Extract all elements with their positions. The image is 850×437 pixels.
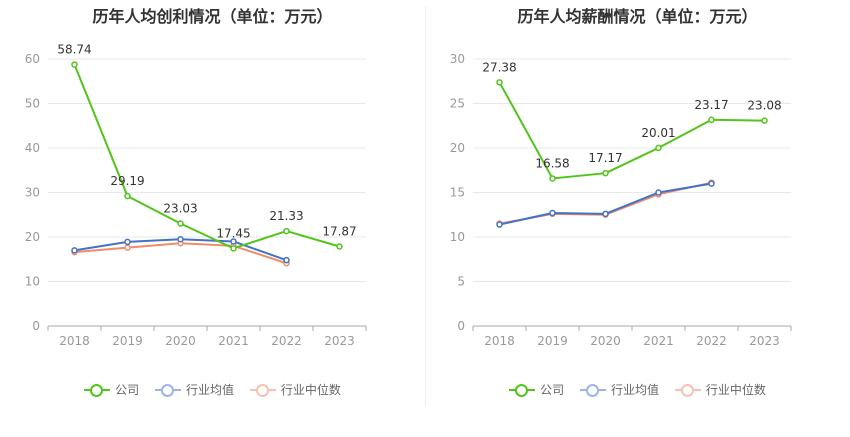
data-point-industry-avg (71, 247, 78, 254)
legend-marker-industry-median (249, 383, 276, 397)
data-point-industry-avg (230, 238, 237, 245)
data-label: 23.03 (163, 202, 197, 216)
legend-item-industry-avg[interactable]: 行业均值 (154, 381, 234, 398)
series-line-company (73, 64, 340, 250)
salary-chart-panel: 历年人均薪酬情况（单位：万元） 0 5 10 15 20 25 30 2018 2019 2020… (425, 0, 850, 437)
legend-label-industry-avg: 行业均值 (610, 383, 659, 397)
legend-item-company[interactable]: 公司 (509, 381, 564, 398)
data-point-company (761, 117, 768, 124)
y-tick-label: 30 (25, 186, 40, 200)
data-label: 21.33 (269, 209, 303, 223)
legend-marker-company (509, 383, 536, 397)
chart-legend: 公司 行业均值 行业中位数 (425, 381, 850, 400)
data-point-company (124, 192, 131, 200)
y-tick-label: 20 (25, 230, 40, 244)
data-point-company (230, 245, 237, 252)
data-point-company (496, 79, 503, 86)
y-tick-label: 0 (457, 319, 465, 333)
data-point-company (549, 175, 556, 182)
profit-chart-panel: 历年人均创利情况（单位：万元） 0 10 20 30 40 50 60 2018 2019 202… (0, 7, 425, 400)
data-label: 16.58 (535, 156, 569, 170)
x-tick-label: 2019 (537, 334, 568, 348)
data-point-company (602, 169, 609, 177)
x-tick-label: 2018 (59, 334, 90, 348)
x-tick-label: 2018 (484, 334, 515, 348)
legend-label-company: 公司 (540, 383, 565, 397)
data-point-company (655, 144, 662, 152)
legend-marker-industry-median (674, 383, 701, 397)
data-point-company (336, 243, 343, 250)
panel-divider (425, 6, 426, 406)
data-point-industry-median (124, 244, 131, 251)
profit-line-chart: 0 10 20 30 40 50 60 2018 2019 2020 2021 2022 2023 58.… (25, 43, 367, 348)
chart-title: 历年人均创利情况（单位：万元） (92, 7, 333, 26)
legend-item-company[interactable]: 公司 (84, 381, 139, 398)
data-point-industry-avg (283, 256, 290, 264)
data-point-industry-avg (655, 189, 662, 196)
x-tick-label: 2023 (749, 334, 780, 348)
y-tick-label: 40 (25, 141, 40, 155)
y-tick-label: 10 (25, 275, 40, 289)
data-point-company (283, 227, 290, 235)
x-tick-label: 2019 (112, 334, 143, 348)
legend-item-industry-median[interactable]: 行业中位数 (674, 381, 766, 398)
chart-title: 历年人均薪酬情况（单位：万元） (517, 7, 758, 26)
legend-label-industry-median: 行业中位数 (280, 383, 341, 397)
x-tick-label: 2021 (643, 334, 674, 348)
data-label: 17.87 (322, 224, 356, 238)
legend-marker-industry-avg (154, 383, 181, 397)
y-tick-label: 30 (450, 52, 465, 66)
y-tick-label: 15 (450, 186, 465, 200)
data-point-company (71, 61, 78, 68)
data-label: 27.38 (482, 60, 516, 74)
data-label: 17.17 (588, 151, 622, 165)
legend-marker-company (84, 383, 111, 397)
legend-item-industry-avg[interactable]: 行业均值 (579, 381, 659, 398)
legend-item-industry-median[interactable]: 行业中位数 (249, 381, 341, 398)
data-point-industry-avg (496, 221, 503, 228)
y-tick-label: 20 (450, 141, 465, 155)
x-tick-label: 2020 (165, 334, 196, 348)
data-point-industry-avg (602, 210, 609, 218)
data-label: 23.17 (694, 98, 728, 112)
x-tick-label: 2022 (271, 334, 302, 348)
salary-line-chart: 0 5 10 15 20 25 30 2018 2019 2020 2021 2022 2023 27.3… (450, 52, 792, 348)
data-point-industry-avg (124, 238, 131, 246)
legend-label-industry-avg: 行业均值 (185, 383, 234, 397)
data-point-industry-avg (177, 235, 184, 243)
x-tick-label: 2020 (590, 334, 621, 348)
series-line-company (498, 81, 765, 180)
data-label: 20.01 (641, 126, 675, 140)
data-label: 23.08 (747, 99, 781, 113)
y-tick-label: 50 (25, 97, 40, 111)
y-tick-label: 10 (450, 230, 465, 244)
data-label: 58.74 (57, 43, 91, 57)
data-point-company (177, 220, 184, 227)
y-tick-label: 25 (450, 97, 465, 111)
series-line-industry-avg (499, 182, 712, 226)
y-tick-label: 5 (457, 275, 465, 289)
chart-legend: 公司 行业均值 行业中位数 (0, 381, 425, 400)
y-tick-label: 60 (25, 52, 40, 66)
data-point-industry-avg (708, 180, 715, 187)
legend-marker-industry-avg (579, 383, 606, 397)
x-tick-label: 2022 (696, 334, 727, 348)
legend-label-company: 公司 (115, 383, 140, 397)
data-label: 17.45 (216, 226, 250, 240)
x-tick-label: 2021 (218, 334, 249, 348)
data-point-company (708, 116, 715, 124)
y-tick-label: 0 (32, 319, 40, 333)
x-tick-label: 2023 (324, 334, 355, 348)
data-label: 29.19 (110, 174, 144, 188)
data-point-industry-avg (549, 209, 556, 217)
legend-label-industry-median: 行业中位数 (705, 383, 766, 397)
